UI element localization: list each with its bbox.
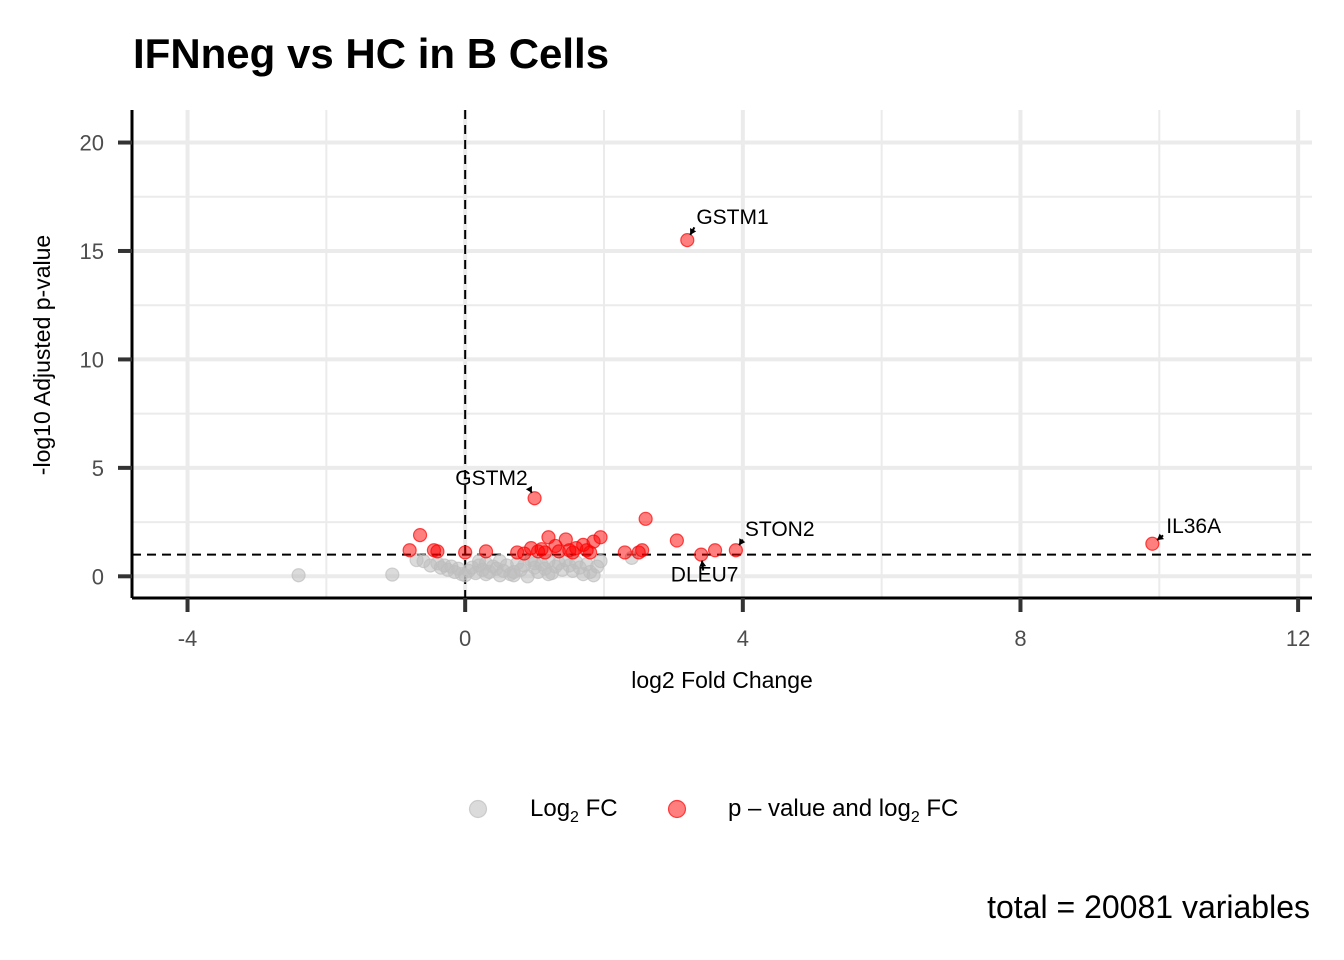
x-axis-title: log2 Fold Change — [631, 667, 813, 693]
y-tick-label: 0 — [92, 564, 104, 589]
x-tick-label: -4 — [178, 626, 198, 651]
y-axis-title: -log10 Adjusted p-value — [29, 235, 55, 475]
data-point — [471, 554, 487, 569]
data-point — [680, 233, 695, 248]
chart-title: IFNneg vs HC in B Cells — [133, 30, 609, 77]
x-tick-label: 12 — [1286, 626, 1310, 651]
y-tick-label: 20 — [80, 131, 104, 156]
data-points — [291, 233, 1160, 584]
y-tick-label: 10 — [80, 347, 104, 372]
y-tick-label: 5 — [92, 456, 104, 481]
data-point — [541, 567, 556, 582]
data-point — [478, 567, 494, 582]
series-significant — [402, 233, 1160, 562]
data-point — [617, 545, 632, 560]
gene-label: GSTM2 — [455, 467, 527, 490]
label-arrowhead — [1157, 533, 1164, 541]
label-arrowhead — [699, 560, 707, 567]
data-point — [527, 491, 542, 506]
gene-label: STON2 — [745, 518, 815, 541]
series-log2fc — [291, 550, 639, 584]
data-point — [402, 543, 417, 558]
legend-label-subscript: 2 — [911, 809, 920, 826]
data-point — [593, 554, 608, 569]
data-point — [1145, 536, 1160, 551]
legend: Log2 FC p – value and log2 FC — [468, 795, 958, 826]
gene-label: IL36A — [1166, 515, 1221, 538]
x-tick-label: 8 — [1014, 626, 1026, 651]
data-point — [579, 543, 594, 558]
x-tick-label: 4 — [737, 626, 749, 651]
label-arrowhead — [525, 485, 533, 493]
data-point — [593, 530, 608, 545]
x-tick-label: 0 — [459, 626, 471, 651]
data-point — [385, 567, 400, 582]
data-point — [291, 568, 306, 583]
data-point — [478, 544, 494, 559]
data-point — [506, 564, 521, 580]
data-point — [669, 533, 684, 548]
legend-label-tail: FC — [920, 795, 959, 822]
data-point — [638, 511, 653, 526]
label-arrowhead — [690, 227, 697, 235]
grid-lines — [132, 110, 1312, 598]
data-point — [534, 542, 549, 557]
data-point — [707, 543, 723, 558]
data-point — [430, 544, 445, 559]
y-tick-label: 15 — [80, 239, 104, 264]
data-point — [527, 556, 542, 571]
gene-label: DLEU7 — [671, 564, 739, 587]
gene-labels: GSTM1 GSTM2 STON2 IL36A DLEU7 — [455, 206, 1221, 587]
caption: total = 20081 variables — [987, 889, 1310, 925]
legend-item: Log2 FC — [468, 795, 618, 826]
legend-label-main: Log — [530, 795, 570, 822]
legend-label-main: p – value and log — [728, 795, 911, 822]
cutoff-lines — [132, 110, 1312, 598]
axes: -4 0 4 8 12 0 5 10 15 20 — [80, 110, 1312, 651]
legend-label-subscript: 2 — [570, 809, 579, 826]
data-point — [694, 547, 709, 562]
legend-marker — [468, 799, 488, 819]
legend-label-tail: FC — [579, 795, 618, 822]
gene-label: GSTM1 — [696, 206, 768, 229]
legend-item: p – value and log2 FC — [667, 795, 958, 826]
label-arrowhead — [739, 538, 746, 546]
data-point — [458, 545, 473, 560]
data-point — [517, 546, 532, 561]
data-point — [728, 543, 743, 558]
legend-marker — [667, 799, 687, 819]
data-point — [492, 568, 507, 583]
legend-label: Log2 FC — [530, 795, 618, 826]
data-point — [631, 545, 646, 560]
legend-label: p – value and log2 FC — [728, 795, 958, 826]
data-point — [412, 528, 428, 543]
